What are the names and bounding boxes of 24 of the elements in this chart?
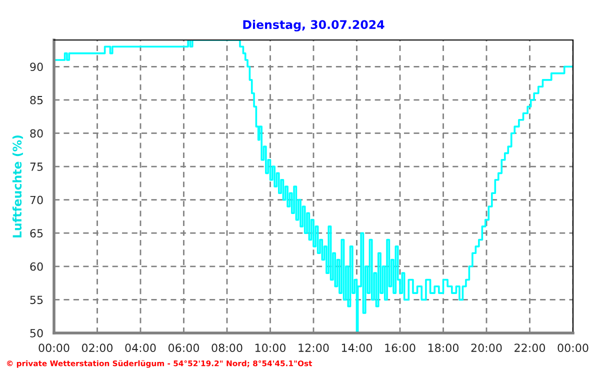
x-tick-label: 18:00	[428, 344, 459, 352]
x-tick-label: 06:00	[168, 344, 200, 352]
x-tick-label: 16:00	[385, 344, 416, 352]
y-axis-title: Luftfeuchte (%)	[12, 135, 23, 238]
y-tick-label: 50	[30, 328, 43, 338]
y-tick-label: 90	[30, 62, 43, 72]
x-tick-label: 12:00	[298, 344, 329, 352]
x-tick-label: 02:00	[82, 344, 113, 352]
x-tick-label: 00:00	[38, 344, 70, 352]
y-tick-label: 70	[30, 196, 43, 204]
x-tick-label: 08:00	[212, 344, 242, 352]
x-tick-label: 22:00	[514, 344, 546, 352]
x-tick-label: 14:00	[342, 344, 372, 352]
x-tick-label: 20:00	[471, 344, 502, 352]
chart-title: Dienstag, 30.07.2024	[243, 20, 384, 32]
y-tick-label: 80	[30, 129, 43, 138]
y-tick-label: 75	[30, 162, 43, 171]
x-tick-label: 04:00	[125, 344, 156, 352]
y-tick-label: 55	[30, 296, 43, 304]
y-tick-label: 65	[30, 229, 43, 238]
x-tick-label: 10:00	[255, 344, 286, 352]
x-tick-label: 00:00	[558, 344, 588, 352]
y-tick-label: 60	[30, 262, 43, 271]
y-tick-label: 85	[30, 96, 43, 104]
